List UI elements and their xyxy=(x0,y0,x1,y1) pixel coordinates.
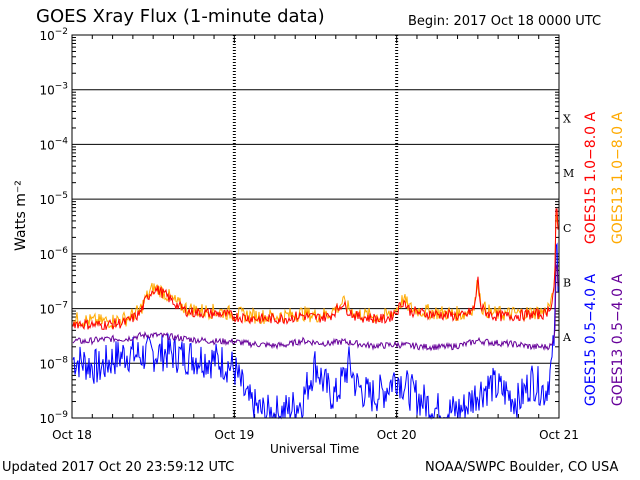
flare-class-labels: A B C M X xyxy=(562,112,574,344)
y-tick-label: 10−9 xyxy=(39,410,68,426)
legend-goes13-long: GOES13 1.0−8.0 A xyxy=(610,111,627,245)
plot-frame xyxy=(71,34,560,419)
flare-class-x: X xyxy=(563,112,571,125)
flare-class-b: B xyxy=(563,276,571,289)
y-tick-label: 10−7 xyxy=(39,301,68,317)
y-tick-label: 10−2 xyxy=(39,27,68,43)
y-tick-label: 10−5 xyxy=(39,191,68,207)
y-tick-label: 10−8 xyxy=(39,355,68,371)
x-tick-label: Oct 21 xyxy=(539,428,579,442)
x-tick-labels: Oct 18 Oct 19 Oct 20 Oct 21 xyxy=(52,428,579,442)
y-axis-label: Watts m⁻² xyxy=(13,180,29,251)
series-line xyxy=(72,242,559,420)
x-tick-label: Oct 20 xyxy=(377,428,417,442)
y-tick-labels: 10−9 10−8 10−7 10−6 10−5 10−4 10−3 10−2 xyxy=(39,27,68,426)
chart-title: GOES Xray Flux (1-minute data) xyxy=(36,6,325,27)
flare-class-m: M xyxy=(563,167,574,180)
y-tick-label: 10−3 xyxy=(39,82,68,98)
x-tick-label: Oct 18 xyxy=(52,428,92,442)
series-layer xyxy=(72,208,559,420)
flare-class-a: A xyxy=(562,331,572,344)
legend-goes13-short: GOES13 0.5−4.0 A xyxy=(610,273,627,407)
updated-timestamp: Updated 2017 Oct 20 23:59:12 UTC xyxy=(2,460,235,475)
y-tick-label: 10−6 xyxy=(39,246,68,262)
x-axis-label: Universal Time xyxy=(270,442,360,456)
legend-goes15-short: GOES15 0.5−4.0 A xyxy=(583,273,600,407)
y-tick-label: 10−4 xyxy=(39,136,68,152)
series-line xyxy=(72,264,559,352)
begin-time: Begin: 2017 Oct 18 0000 UTC xyxy=(408,14,602,29)
legend-goes15-long: GOES15 1.0−8.0 A xyxy=(583,111,600,245)
series-line xyxy=(72,208,559,330)
x-tick-label: Oct 19 xyxy=(214,428,254,442)
flare-class-c: C xyxy=(563,222,571,235)
credit-text: NOAA/SWPC Boulder, CO USA xyxy=(425,460,619,475)
